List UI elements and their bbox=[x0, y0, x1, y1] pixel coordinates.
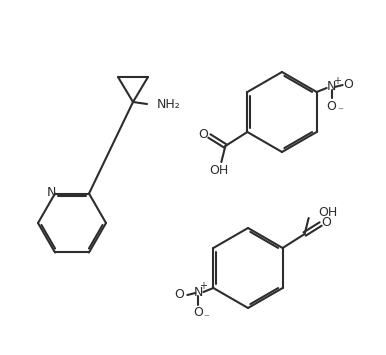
Text: +: + bbox=[199, 281, 207, 291]
Text: O: O bbox=[193, 306, 203, 318]
Text: O: O bbox=[327, 99, 337, 113]
Text: ⁻: ⁻ bbox=[203, 313, 209, 323]
Text: N: N bbox=[327, 81, 336, 93]
Text: OH: OH bbox=[210, 164, 229, 176]
Text: N: N bbox=[46, 186, 56, 199]
Text: N: N bbox=[194, 286, 203, 300]
Text: O: O bbox=[174, 289, 184, 301]
Text: +: + bbox=[333, 76, 340, 86]
Text: O: O bbox=[198, 127, 208, 141]
Text: O: O bbox=[344, 78, 354, 92]
Text: NH₂: NH₂ bbox=[157, 98, 181, 111]
Text: O: O bbox=[322, 215, 332, 229]
Text: OH: OH bbox=[318, 206, 338, 218]
Text: ⁻: ⁻ bbox=[338, 106, 344, 116]
